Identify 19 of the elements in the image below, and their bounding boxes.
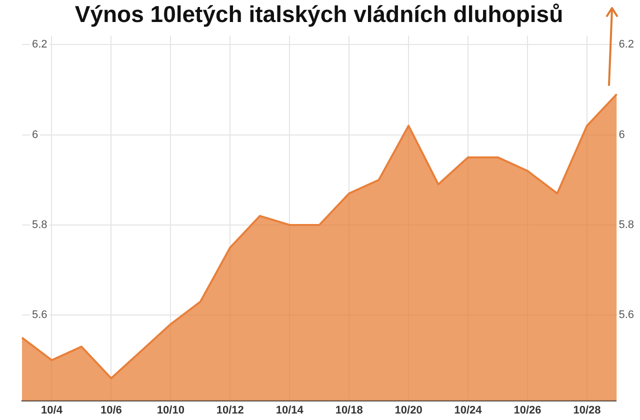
x-tick-label: 10/14 bbox=[276, 404, 304, 416]
y2-tick-label: 5.6 bbox=[618, 309, 634, 322]
x-tick-label: 10/12 bbox=[216, 404, 244, 416]
x-tick-label: 10/24 bbox=[454, 404, 483, 416]
x-tick-label: 10/20 bbox=[394, 404, 422, 416]
y-tick-label: 5.8 bbox=[32, 218, 48, 231]
y2-tick-label: 6.2 bbox=[618, 38, 634, 51]
y2-tick-label: 6 bbox=[618, 128, 625, 141]
x-tick-label: 10/26 bbox=[514, 404, 542, 416]
x-tick-label: 10/6 bbox=[100, 404, 122, 416]
x-tick-label: 10/4 bbox=[41, 404, 64, 416]
y-tick-label: 5.6 bbox=[32, 309, 48, 322]
x-tick-label: 10/18 bbox=[335, 404, 363, 416]
x-tick-label: 10/28 bbox=[573, 404, 601, 416]
y-tick-label: 6.2 bbox=[32, 38, 48, 51]
y-tick-label: 6 bbox=[32, 128, 38, 141]
chart-title: Výnos 10letých italských vládních dluhopisů bbox=[74, 1, 564, 28]
y2-tick-label: 5.8 bbox=[618, 218, 634, 231]
x-tick-label: 10/10 bbox=[156, 404, 184, 416]
